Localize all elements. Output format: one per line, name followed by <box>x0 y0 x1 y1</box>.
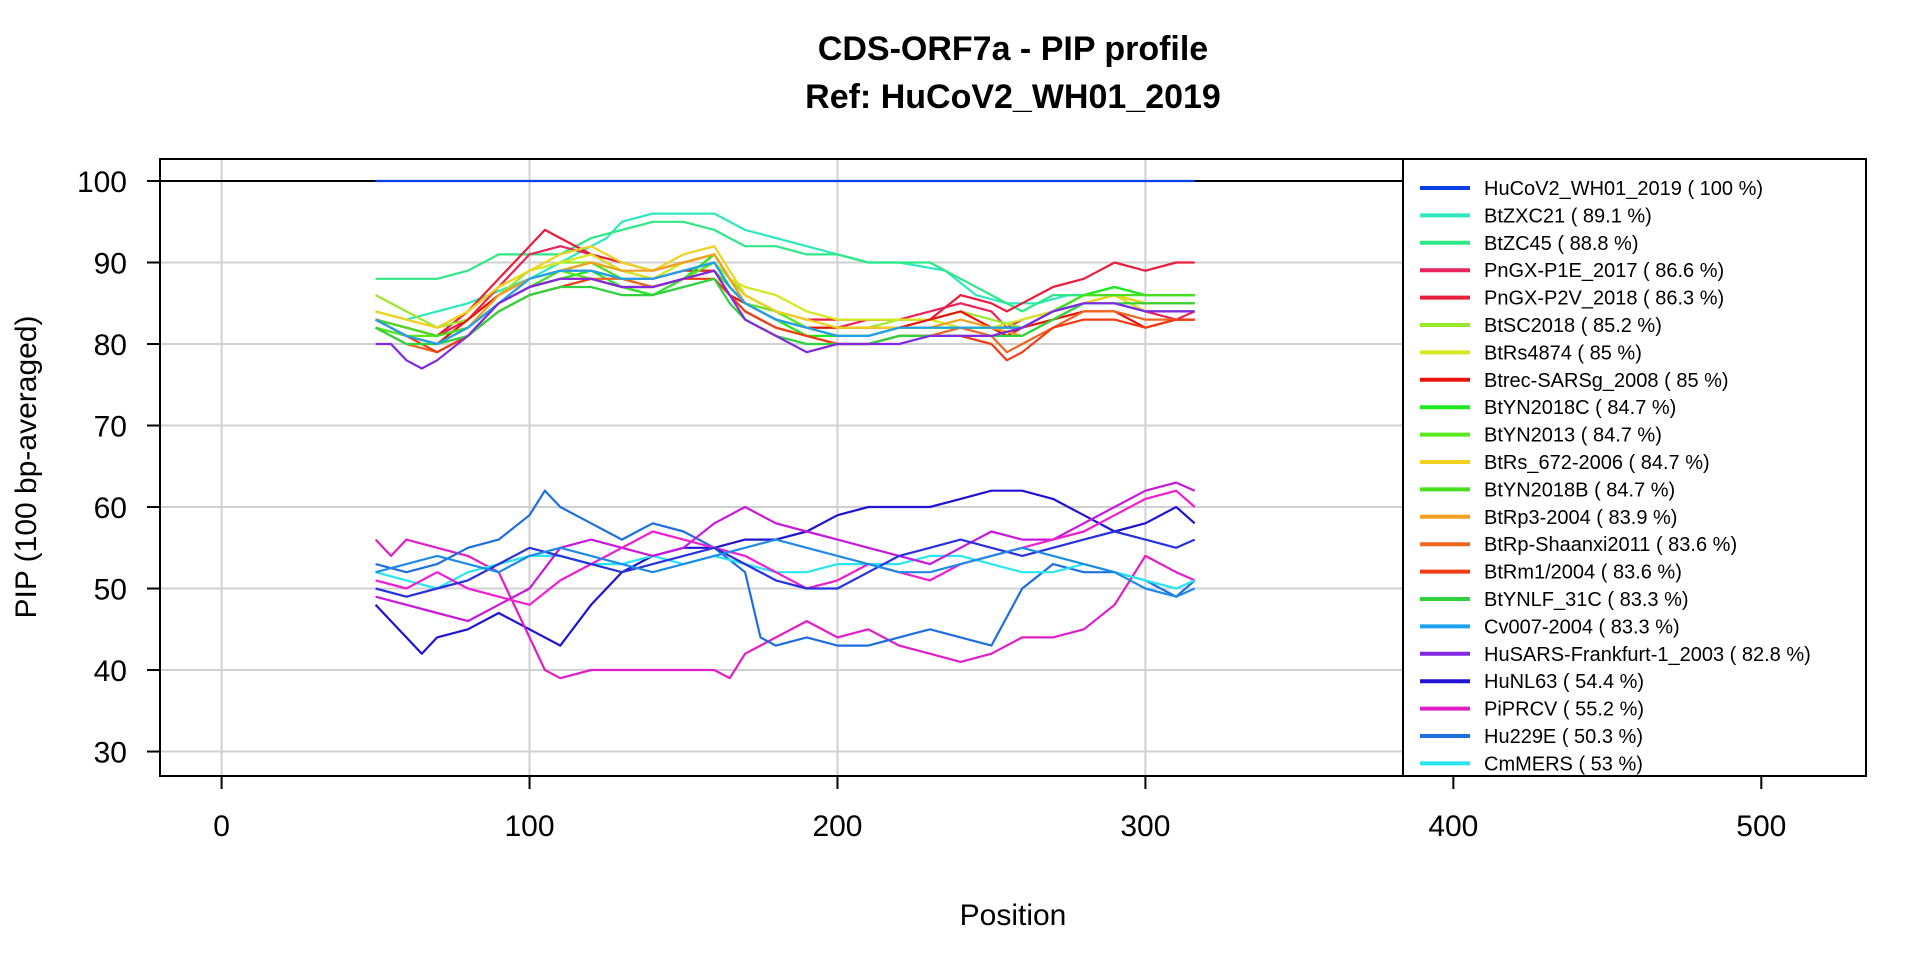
y-tick-label: 100 <box>77 166 127 199</box>
y-axis-label: PIP (100 bp-averaged) <box>10 316 43 619</box>
series-line <box>375 481 1196 623</box>
legend-box <box>1402 158 1867 777</box>
series-line <box>374 489 1196 655</box>
x-tick-label: 500 <box>1736 810 1786 843</box>
legend-label: PiPRCV ( 55.2 %) <box>1484 699 1644 721</box>
series-line <box>375 220 1195 313</box>
series-line <box>375 489 1196 647</box>
legend-label: BtYN2018C ( 84.7 %) <box>1484 397 1676 419</box>
legend-label: BtYN2018B ( 84.7 %) <box>1484 479 1675 501</box>
legend-label: BtRm1/2004 ( 83.6 %) <box>1484 562 1682 584</box>
y-tick-label: 80 <box>94 329 127 362</box>
legend: HuCoV2_WH01_2019 ( 100 %) BtZXC21 ( 89.1 … <box>1420 178 1811 775</box>
chart-title: CDS-ORF7a - PIP profile <box>818 30 1208 68</box>
legend-label: BtRs_672-2006 ( 84.7 %) <box>1484 452 1710 474</box>
legend-label: PnGX-P1E_2017 ( 86.6 %) <box>1484 260 1724 282</box>
x-tick-label: 0 <box>213 810 230 843</box>
series-line <box>375 538 1196 598</box>
x-axis-label: Position <box>960 899 1067 932</box>
legend-label: BtSC2018 ( 85.2 %) <box>1484 315 1662 337</box>
y-tick-label: 70 <box>94 411 127 444</box>
legend-label: Btrec-SARSg_2008 ( 85 %) <box>1484 370 1729 392</box>
legend-label: BtRp3-2004 ( 83.9 %) <box>1484 507 1677 529</box>
legend-label: BtZC45 ( 88.8 %) <box>1484 233 1639 255</box>
x-tick-label: 400 <box>1428 810 1478 843</box>
x-tick-label: 200 <box>812 810 862 843</box>
y-axis: 30 40 50 60 70 80 90 100 <box>77 166 160 770</box>
series-line <box>375 554 1196 590</box>
legend-label: BtRp-Shaanxi2011 ( 83.6 %) <box>1484 534 1737 556</box>
x-tick-label: 100 <box>504 810 554 843</box>
series-line <box>375 269 1195 370</box>
y-tick-label: 90 <box>94 248 127 281</box>
series-line <box>375 530 1196 598</box>
series-lines <box>374 179 1196 680</box>
series-line <box>375 489 1196 606</box>
legend-label: BtYN2013 ( 84.7 %) <box>1484 425 1662 447</box>
y-tick-label: 50 <box>94 574 127 607</box>
legend-label: Cv007-2004 ( 83.3 %) <box>1484 616 1680 638</box>
legend-label: PnGX-P2V_2018 ( 86.3 %) <box>1484 288 1724 310</box>
legend-label: BtYNLF_31C ( 83.3 %) <box>1484 589 1689 611</box>
legend-label: Hu229E ( 50.3 %) <box>1484 726 1643 748</box>
legend-label: HuSARS-Frankfurt-1_2003 ( 82.8 %) <box>1484 644 1811 666</box>
legend-label: BtZXC21 ( 89.1 %) <box>1484 205 1652 227</box>
y-tick-label: 40 <box>94 655 127 688</box>
x-axis: 0 100 200 300 400 500 <box>213 776 1786 843</box>
x-tick-label: 300 <box>1120 810 1170 843</box>
y-tick-label: 60 <box>94 492 127 525</box>
chart-subtitle: Ref: HuCoV2_WH01_2019 <box>805 78 1221 116</box>
legend-label: HuNL63 ( 54.4 %) <box>1484 671 1644 693</box>
legend-label: HuCoV2_WH01_2019 ( 100 %) <box>1484 178 1763 200</box>
legend-label: CmMERS ( 53 %) <box>1484 753 1643 775</box>
y-tick-label: 30 <box>94 737 127 770</box>
legend-label: BtRs4874 ( 85 %) <box>1484 342 1642 364</box>
